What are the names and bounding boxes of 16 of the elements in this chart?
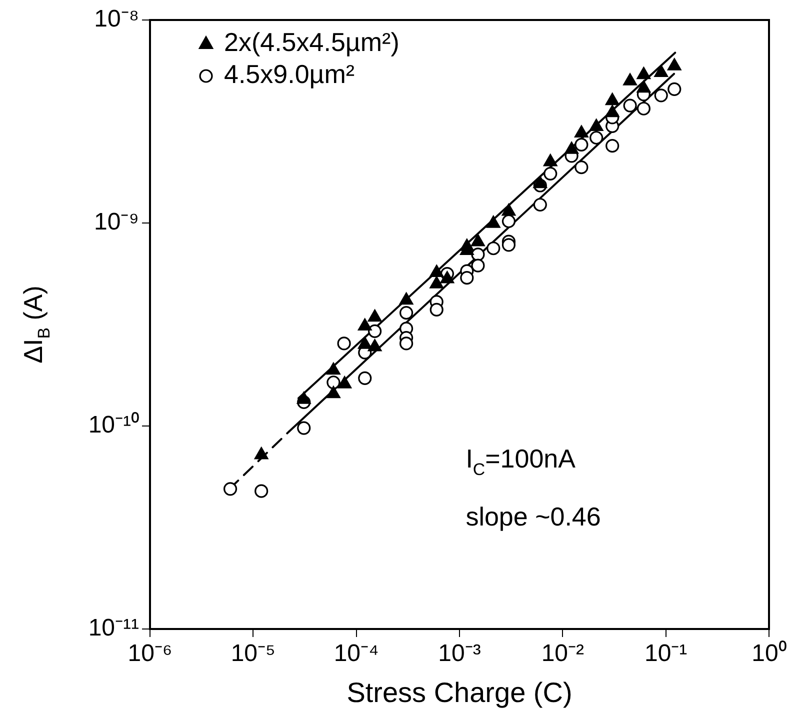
- y-axis-title: ΔIB (A): [18, 286, 54, 364]
- y-tick-label: 10⁻¹⁰: [88, 412, 139, 439]
- x-tick-label: 10⁻³: [438, 640, 481, 668]
- y-tick-label: 10⁻⁹: [94, 208, 139, 236]
- y-tick-label: 10⁻¹¹: [88, 614, 139, 642]
- annotation: slope ~0.46: [466, 501, 601, 532]
- y-tick-label: 10⁻⁸: [94, 6, 139, 33]
- legend-label: 4.5x9.0µm²: [224, 59, 355, 90]
- x-tick-label: 10⁻⁵: [230, 640, 276, 668]
- x-tick-label: 10⁰: [752, 640, 786, 668]
- x-tick-label: 10⁻¹: [644, 640, 688, 668]
- x-tick-label: 10⁻²: [541, 640, 584, 668]
- x-tick-label: 10⁻⁴: [334, 640, 379, 668]
- legend-label: 2x(4.5x4.5µm²): [224, 27, 400, 58]
- x-axis-title: Stress Charge (C): [346, 676, 572, 708]
- x-tick-label: 10⁻⁶: [128, 640, 172, 668]
